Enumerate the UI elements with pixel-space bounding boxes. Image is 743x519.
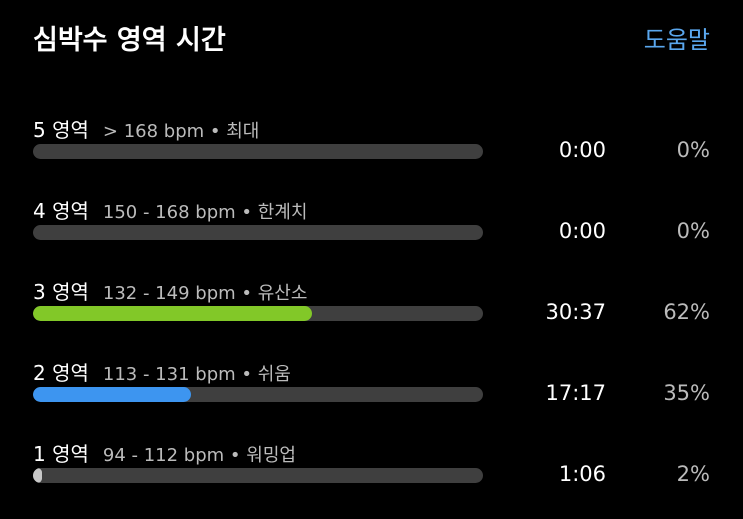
zone-name: 1 영역	[33, 442, 89, 466]
zone-percent: 2%	[676, 462, 710, 486]
zone-row: 4 영역 150 - 168 bpm • 한계치 0:00 0%	[0, 195, 743, 276]
zone-range: > 168 bpm • 최대	[102, 121, 260, 142]
zone-label: 3 영역 132 - 149 bpm • 유산소	[33, 276, 307, 305]
page-title: 심박수 영역 시간	[33, 25, 226, 56]
zone-range: 113 - 131 bpm • 쉬움	[102, 364, 291, 385]
zone-time: 0:00	[558, 138, 606, 162]
zone-time: 30:37	[545, 300, 606, 324]
zone-row: 1 영역 94 - 112 bpm • 워밍업 1:06 2%	[0, 438, 743, 519]
zone-progress-fill	[33, 468, 42, 483]
help-link[interactable]: 도움말	[643, 26, 710, 54]
zone-name: 4 영역	[33, 199, 89, 223]
zone-progress-fill	[33, 306, 312, 321]
zone-row: 5 영역 > 168 bpm • 최대 0:00 0%	[0, 114, 743, 195]
zone-progress-fill	[33, 387, 191, 402]
zone-range: 94 - 112 bpm • 워밍업	[102, 445, 296, 466]
zone-progress-bar	[33, 468, 483, 483]
zone-label: 1 영역 94 - 112 bpm • 워밍업	[33, 438, 296, 467]
zone-time: 0:00	[558, 219, 606, 243]
zone-time: 17:17	[545, 381, 606, 405]
zone-progress-bar	[33, 144, 483, 159]
zone-label: 5 영역 > 168 bpm • 최대	[33, 114, 259, 143]
zone-name: 2 영역	[33, 361, 89, 385]
zone-label: 2 영역 113 - 131 bpm • 쉬움	[33, 357, 291, 386]
zone-range: 150 - 168 bpm • 한계치	[102, 202, 308, 223]
zone-range: 132 - 149 bpm • 유산소	[102, 283, 308, 304]
zone-percent: 62%	[663, 300, 710, 324]
zone-label: 4 영역 150 - 168 bpm • 한계치	[33, 195, 307, 224]
zone-row: 2 영역 113 - 131 bpm • 쉬움 17:17 35%	[0, 357, 743, 438]
zone-progress-bar	[33, 225, 483, 240]
zone-percent: 0%	[676, 138, 710, 162]
zone-time: 1:06	[558, 462, 606, 486]
zone-progress-bar	[33, 306, 483, 321]
zone-name: 5 영역	[33, 118, 89, 142]
zone-name: 3 영역	[33, 280, 89, 304]
zone-percent: 0%	[676, 219, 710, 243]
zone-percent: 35%	[663, 381, 710, 405]
zone-row: 3 영역 132 - 149 bpm • 유산소 30:37 62%	[0, 276, 743, 357]
zone-progress-bar	[33, 387, 483, 402]
